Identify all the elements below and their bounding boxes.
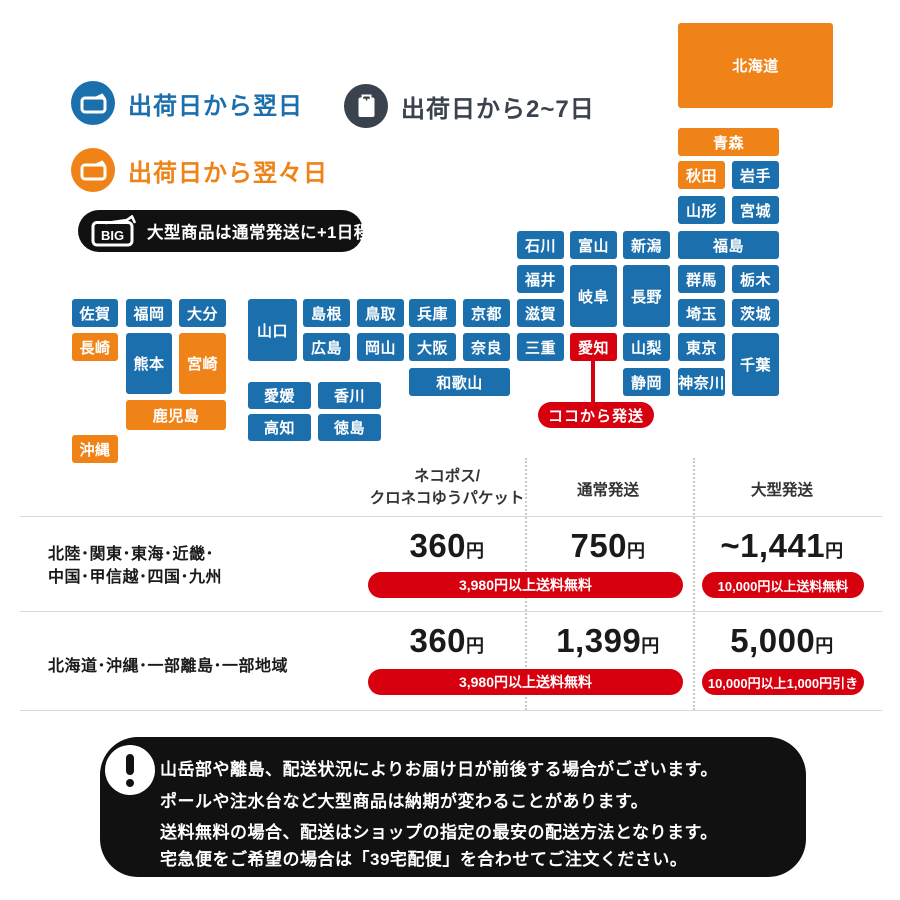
map-block: 奈良 [463, 333, 510, 361]
map-block: 兵庫 [409, 299, 456, 327]
discount-badge: 10,000円以上1,000円引き [702, 669, 864, 695]
map-block: 東京 [678, 333, 725, 361]
ship-from-connector [591, 360, 595, 404]
map-block: 山形 [678, 196, 725, 224]
map-block: 栃木 [732, 265, 779, 293]
map-block: 山梨 [623, 333, 670, 361]
map-block: 北海道 [678, 23, 833, 108]
region-label: 北海道･沖縄･一部離島･一部地域 [48, 658, 289, 675]
price-cell: 360円 [409, 622, 485, 659]
big-badge-text: BIG [101, 228, 124, 243]
map-block: 福井 [517, 265, 564, 293]
map-block: 愛媛 [248, 382, 311, 409]
map-block: 高知 [248, 414, 311, 441]
map-block: 徳島 [318, 414, 381, 441]
row-divider [20, 611, 882, 612]
package-icon [71, 81, 115, 125]
map-block: 千葉 [732, 333, 779, 396]
price-cell: 750円 [570, 527, 646, 564]
map-block: 秋田 [678, 161, 725, 189]
map-block: 静岡 [623, 368, 670, 396]
map-block: 京都 [463, 299, 510, 327]
column-header-large: 大型発送 [750, 482, 813, 499]
big-note-label: 大型商品は通常発送に+1日程度 [147, 224, 388, 242]
map-block: 岡山 [357, 333, 404, 361]
map-block: 石川 [517, 231, 564, 259]
map-block: 宮崎 [179, 333, 226, 394]
notice-line: ポールや注水台など大型商品は納期が変わることがあります。 [160, 792, 649, 811]
price-cell: ~1,441円 [720, 527, 844, 564]
free-shipping-badge: 3,980円以上送料無料 [368, 669, 683, 695]
map-block: 岐阜 [570, 265, 617, 327]
notice-line: 山岳部や離島、配送状況によりお届け日が前後する場合がございます。 [160, 760, 718, 779]
alert-icon [105, 745, 155, 795]
column-header-nekopos: ネコポス/ クロネコゆうパケット [369, 468, 525, 507]
map-block: 大阪 [409, 333, 456, 361]
legend-2-7-days: 出荷日から2~7日 [344, 84, 595, 128]
map-block: 福岡 [126, 299, 172, 327]
map-block: 熊本 [126, 333, 172, 394]
map-block: 宮城 [732, 196, 779, 224]
map-block: 神奈川 [678, 368, 725, 396]
legend-next-day: 出荷日から翌日 [71, 81, 303, 125]
free-shipping-badge: 10,000円以上送料無料 [702, 572, 864, 598]
notice-line: 宅急便をご希望の場合は「39宅配便」を合わせてご注文ください。 [160, 850, 688, 869]
region-label: 北陸･関東･東海･近畿･ 中国･甲信越･四国･九州 [48, 546, 223, 586]
map-block: 三重 [517, 333, 564, 361]
notice-box [100, 737, 806, 877]
package-icon [71, 148, 115, 192]
map-block: 大分 [179, 299, 226, 327]
legend-day-after-next: 出荷日から翌々日 [71, 148, 328, 192]
price-cell: 1,399円 [556, 622, 660, 659]
map-block: 島根 [303, 299, 350, 327]
notice-line: 送料無料の場合、配送はショップの指定の最安の配送方法となります。 [160, 823, 718, 842]
map-block: 山口 [248, 299, 297, 361]
map-block: 青森 [678, 128, 779, 156]
map-block: 福島 [678, 231, 779, 259]
map-block: 新潟 [623, 231, 670, 259]
mail-icon [344, 84, 388, 128]
map-block: 沖縄 [72, 435, 118, 463]
map-block: 埼玉 [678, 299, 725, 327]
map-block: 茨城 [732, 299, 779, 327]
map-block: 広島 [303, 333, 350, 361]
map-block: 長野 [623, 265, 670, 327]
map-block: 和歌山 [409, 368, 510, 396]
map-block: 滋賀 [517, 299, 564, 327]
legend-day-after-next-label: 出荷日から翌々日 [128, 159, 328, 187]
map-block: 群馬 [678, 265, 725, 293]
big-item-note: BIG 大型商品は通常発送に+1日程度 [78, 210, 387, 252]
map-block: 岩手 [732, 161, 779, 189]
map-block: 香川 [318, 382, 381, 409]
column-divider [693, 458, 695, 710]
row-divider [20, 710, 882, 711]
map-block: 佐賀 [72, 299, 118, 327]
map-block: 長崎 [72, 333, 118, 361]
legend-next-day-label: 出荷日から翌日 [128, 92, 303, 120]
map-block: 鹿児島 [126, 400, 226, 430]
price-cell: 360円 [409, 527, 485, 564]
row-divider [20, 516, 882, 517]
map-block: 富山 [570, 231, 617, 259]
big-box-icon: BIG [91, 215, 137, 247]
ship-from-callout: ココから発送 [538, 402, 654, 428]
japan-map: 北海道青森秋田 岩手 山形 宮城石川 富山 新潟 福島福井 岐阜 長野 群馬 栃木京都 滋賀 埼玉 茨城 兵… [72, 23, 833, 463]
column-header-normal: 通常発送 [576, 482, 639, 499]
free-shipping-badge: 3,980円以上送料無料 [368, 572, 683, 598]
map-block: 愛知 [570, 333, 617, 361]
price-cell: 5,000円 [730, 622, 834, 659]
legend-2-7-days-label: 出荷日から2~7日 [401, 95, 595, 123]
map-block: 鳥取 [357, 299, 404, 327]
